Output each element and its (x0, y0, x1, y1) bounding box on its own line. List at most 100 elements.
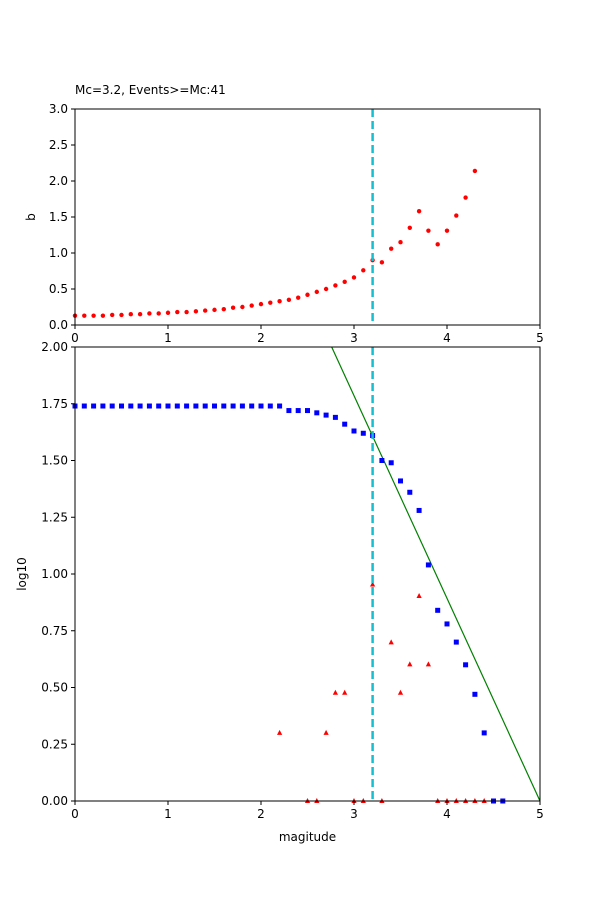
data-point (333, 283, 338, 288)
frequency-magnitude-panel: log10 magitude 0 1 2 3 4 5 0.00 0.25 0.50 0.75 1.0… (15, 340, 544, 844)
data-point (249, 303, 254, 308)
data-point (128, 312, 133, 317)
data-point (323, 412, 329, 418)
data-point (305, 408, 310, 414)
data-point (389, 246, 394, 251)
data-point (314, 410, 320, 416)
data-point (435, 607, 441, 613)
data-point (425, 562, 431, 568)
y-tick-label: 0.75 (41, 624, 68, 638)
x-tick-label: 4 (443, 331, 451, 345)
top-panel-ylabel: b (24, 213, 38, 221)
y-tick-label: 1.50 (41, 454, 68, 468)
data-point (398, 240, 403, 245)
data-point (351, 275, 357, 280)
data-point (212, 307, 217, 313)
data-point (91, 313, 96, 318)
data-point (249, 403, 255, 409)
top-panel-title: Mc=3.2, Events>=Mc:41 (75, 83, 226, 97)
x-tick-label: 2 (257, 331, 265, 345)
y-tick-label: 0.5 (49, 282, 68, 296)
y-tick-label: 0.50 (41, 681, 68, 695)
data-point (314, 289, 319, 295)
data-point (323, 729, 329, 735)
y-tick-label: 1.0 (49, 246, 68, 260)
data-point (137, 403, 143, 409)
bottom-panel-frame (74, 346, 541, 802)
data-point (416, 209, 422, 214)
data-point (203, 308, 208, 313)
data-point (156, 403, 162, 409)
data-point (379, 260, 385, 265)
data-point (193, 309, 199, 314)
data-point (323, 286, 329, 292)
data-point (277, 403, 283, 409)
data-point (416, 593, 422, 599)
bottom-panel-ticks: 0 1 2 3 4 5 0.00 0.25 0.50 0.75 1.00 1.25 1.50 1.75 2.… (41, 340, 544, 821)
bottom-panel-ylabel: log10 (15, 557, 29, 591)
y-tick-label: 0.25 (41, 737, 68, 751)
data-point (230, 403, 236, 409)
b-value-panel: Mc=3.2, Events>=Mc:41 b 0 1 2 3 4 5 0.0 0.5 1.0 1… (24, 83, 544, 345)
data-point (397, 689, 404, 695)
data-point (156, 311, 161, 316)
y-tick-label: 1.5 (49, 210, 68, 224)
data-point (193, 403, 199, 409)
y-tick-label: 0.00 (41, 794, 68, 808)
x-tick-label: 1 (164, 807, 172, 821)
top-panel-frame (74, 108, 541, 326)
data-point (221, 306, 226, 312)
data-point (472, 168, 478, 174)
b-value-points (72, 168, 478, 318)
data-point (444, 621, 450, 627)
data-point (472, 691, 478, 697)
y-tick-label: 2.0 (49, 174, 68, 188)
data-point (277, 729, 283, 735)
data-point (277, 299, 282, 304)
data-point (240, 304, 245, 310)
data-point (388, 460, 394, 466)
x-tick-label: 3 (350, 331, 358, 345)
x-tick-label: 0 (71, 807, 79, 821)
data-point (212, 403, 217, 409)
data-point (407, 489, 413, 495)
data-point (416, 507, 422, 513)
data-point (202, 403, 208, 409)
data-point (453, 639, 459, 645)
x-tick-label: 1 (164, 331, 172, 345)
data-point (221, 403, 227, 409)
x-tick-label: 3 (350, 807, 358, 821)
data-point (361, 268, 366, 273)
data-point (295, 408, 301, 414)
y-tick-label: 2.00 (41, 340, 68, 354)
data-point (258, 301, 264, 307)
data-point (444, 228, 450, 233)
data-point (360, 430, 366, 436)
data-point (407, 661, 413, 667)
data-point (351, 428, 357, 434)
data-point (305, 292, 310, 297)
data-point (398, 478, 403, 484)
data-point (119, 312, 124, 318)
data-point (342, 279, 347, 284)
data-point (268, 300, 273, 305)
data-point (100, 313, 106, 318)
data-point (165, 310, 171, 315)
y-tick-label: 1.00 (41, 567, 68, 581)
data-point (463, 195, 468, 200)
data-point (379, 458, 385, 463)
data-point (267, 403, 273, 409)
data-point (388, 639, 394, 645)
data-point (332, 414, 338, 420)
data-point (128, 403, 134, 409)
data-point (481, 730, 487, 736)
data-point (342, 421, 348, 427)
data-point (146, 403, 152, 409)
data-point (147, 311, 152, 316)
data-point (184, 403, 190, 409)
data-point (332, 689, 338, 695)
gutenberg-richter-fit-line (331, 346, 541, 802)
data-point (454, 213, 459, 218)
